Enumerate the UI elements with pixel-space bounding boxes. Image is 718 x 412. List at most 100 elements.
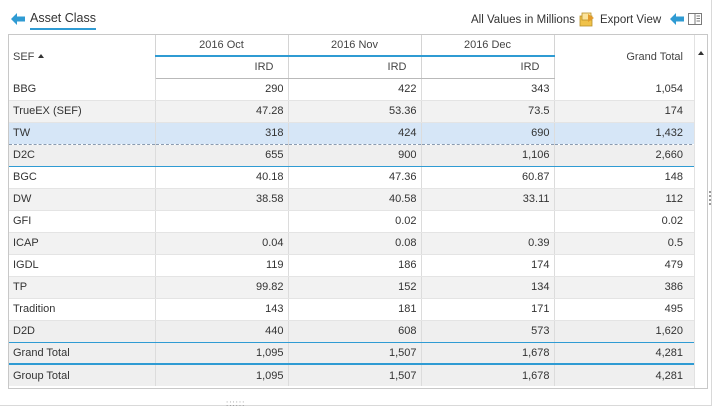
row-label[interactable]: D2D [9, 320, 156, 343]
table-row[interactable]: IGDL 119 186 174 479 [9, 254, 707, 277]
grand-total-cell: 1,054 [554, 78, 707, 101]
grand-total-cell: 112 [554, 188, 707, 211]
row-label[interactable]: BBG [9, 78, 156, 101]
value-cell: 422 [288, 78, 422, 101]
row-label[interactable]: TrueEX (SEF) [9, 100, 156, 123]
value-cell: 174 [421, 254, 555, 277]
values-note: All Values in Millions [471, 14, 575, 26]
value-cell: 60.87 [421, 166, 555, 189]
table-row[interactable]: ICAP 0.04 0.08 0.39 0.5 [9, 232, 707, 255]
toolbar: Asset Class All Values in Millions Expor… [0, 0, 712, 34]
row-header-sef[interactable]: SEF [9, 35, 156, 78]
table-row[interactable]: TrueEX (SEF) 47.28 53.36 73.5 174 [9, 100, 707, 123]
row-label[interactable]: DW [9, 188, 156, 211]
value-cell: 53.36 [288, 100, 422, 123]
value-cell: 0.02 [288, 210, 422, 233]
grand-total-cell: 1,620 [554, 320, 707, 343]
value-cell: 1,095 [155, 364, 289, 386]
table-row[interactable]: BGC 40.18 47.36 60.87 148 [9, 166, 707, 189]
table-row[interactable]: GFI 0.02 0.02 [9, 210, 707, 233]
value-cell: 186 [288, 254, 422, 277]
column-header-measure: IRD [288, 55, 422, 79]
resize-handle[interactable]: :::::: [226, 399, 246, 408]
grand-total-cell: 1,432 [554, 121, 707, 145]
row-label[interactable]: Group Total [9, 364, 156, 386]
value-cell: 1,678 [421, 364, 555, 386]
column-header-grand-total[interactable]: Grand Total [626, 50, 683, 63]
table-row[interactable]: TW 318 424 690 1,432 [9, 121, 707, 145]
side-resize-handle[interactable] [708, 190, 712, 210]
row-label[interactable]: TP [9, 276, 156, 299]
table-row[interactable]: TP 99.82 152 134 386 [9, 276, 707, 299]
value-cell: 290 [155, 78, 289, 101]
value-cell: 1,106 [421, 144, 555, 167]
scroll-up-icon[interactable] [698, 51, 704, 55]
grand-total-cell: 4,281 [554, 342, 707, 365]
table-row[interactable]: D2C 655 900 1,106 2,660 [9, 144, 707, 167]
value-cell: 73.5 [421, 100, 555, 123]
value-cell: 40.18 [155, 166, 289, 189]
value-cell: 47.36 [288, 166, 422, 189]
grand-total-cell: 386 [554, 276, 707, 299]
row-label[interactable]: BGC [9, 166, 156, 189]
value-cell: 1,507 [288, 342, 422, 365]
value-cell: 171 [421, 298, 555, 321]
row-label[interactable]: IGDL [9, 254, 156, 277]
collapse-arrow-icon[interactable] [670, 13, 684, 25]
table-row[interactable]: Grand Total 1,095 1,507 1,678 4,281 [9, 342, 707, 365]
grand-total-cell: 479 [554, 254, 707, 277]
value-cell: 0.08 [288, 232, 422, 255]
column-header-period[interactable]: 2016 Dec [421, 35, 555, 56]
value-cell: 152 [288, 276, 422, 299]
value-cell: 99.82 [155, 276, 289, 299]
pivot-table: SEF 2016 Oct 2016 Nov 2016 Dec Grand Tot… [9, 35, 707, 386]
pivot-grid: SEF 2016 Oct 2016 Nov 2016 Dec Grand Tot… [8, 34, 708, 389]
value-cell: 900 [288, 144, 422, 167]
export-icon[interactable] [579, 11, 595, 27]
table-row[interactable]: BBG 290 422 343 1,054 [9, 78, 707, 101]
value-cell: 119 [155, 254, 289, 277]
table-row[interactable]: DW 38.58 40.58 33.11 112 [9, 188, 707, 211]
grand-total-cell: 0.02 [554, 210, 707, 233]
value-cell: 134 [421, 276, 555, 299]
column-header-measure: IRD [421, 55, 555, 79]
column-header-period[interactable]: 2016 Oct [155, 35, 289, 56]
value-cell: 690 [421, 121, 555, 145]
panel-toggle-icon[interactable] [688, 13, 702, 25]
value-cell: 143 [155, 298, 289, 321]
value-cell: 0.39 [421, 232, 555, 255]
value-cell: 608 [288, 320, 422, 343]
value-cell: 181 [288, 298, 422, 321]
row-label[interactable]: GFI [9, 210, 156, 233]
value-cell: 1,678 [421, 342, 555, 365]
grand-total-cell: 2,660 [554, 144, 707, 167]
row-label[interactable]: Grand Total [9, 342, 156, 365]
column-header-measure: IRD [155, 55, 289, 79]
table-row[interactable]: Group Total 1,095 1,507 1,678 4,281 [9, 364, 707, 386]
back-arrow-icon[interactable] [11, 13, 25, 25]
value-cell [155, 210, 289, 233]
value-cell: 47.28 [155, 100, 289, 123]
column-header-period[interactable]: 2016 Nov [288, 35, 422, 56]
row-header-label: SEF [13, 50, 35, 63]
row-label[interactable]: ICAP [9, 232, 156, 255]
sort-ascending-icon[interactable] [38, 53, 45, 58]
export-view-button[interactable]: Export View [600, 14, 662, 26]
pivot-body: BBG 290 422 343 1,054 TrueEX (SEF) 47.28 53.36 7… [9, 78, 707, 386]
table-row[interactable]: Tradition 143 181 171 495 [9, 298, 707, 321]
row-label[interactable]: D2C [9, 144, 156, 167]
row-label[interactable]: Tradition [9, 298, 156, 321]
page-title[interactable]: Asset Class [30, 11, 96, 30]
grand-total-cell: 4,281 [554, 364, 707, 386]
vertical-scrollbar[interactable] [694, 35, 707, 388]
row-label[interactable]: TW [9, 121, 156, 145]
value-cell: 1,507 [288, 364, 422, 386]
value-cell: 38.58 [155, 188, 289, 211]
value-cell: 440 [155, 320, 289, 343]
value-cell: 655 [155, 144, 289, 167]
grand-total-cell: 0.5 [554, 232, 707, 255]
table-row[interactable]: D2D 440 608 573 1,620 [9, 320, 707, 343]
value-cell: 40.58 [288, 188, 422, 211]
grand-total-cell: 148 [554, 166, 707, 189]
